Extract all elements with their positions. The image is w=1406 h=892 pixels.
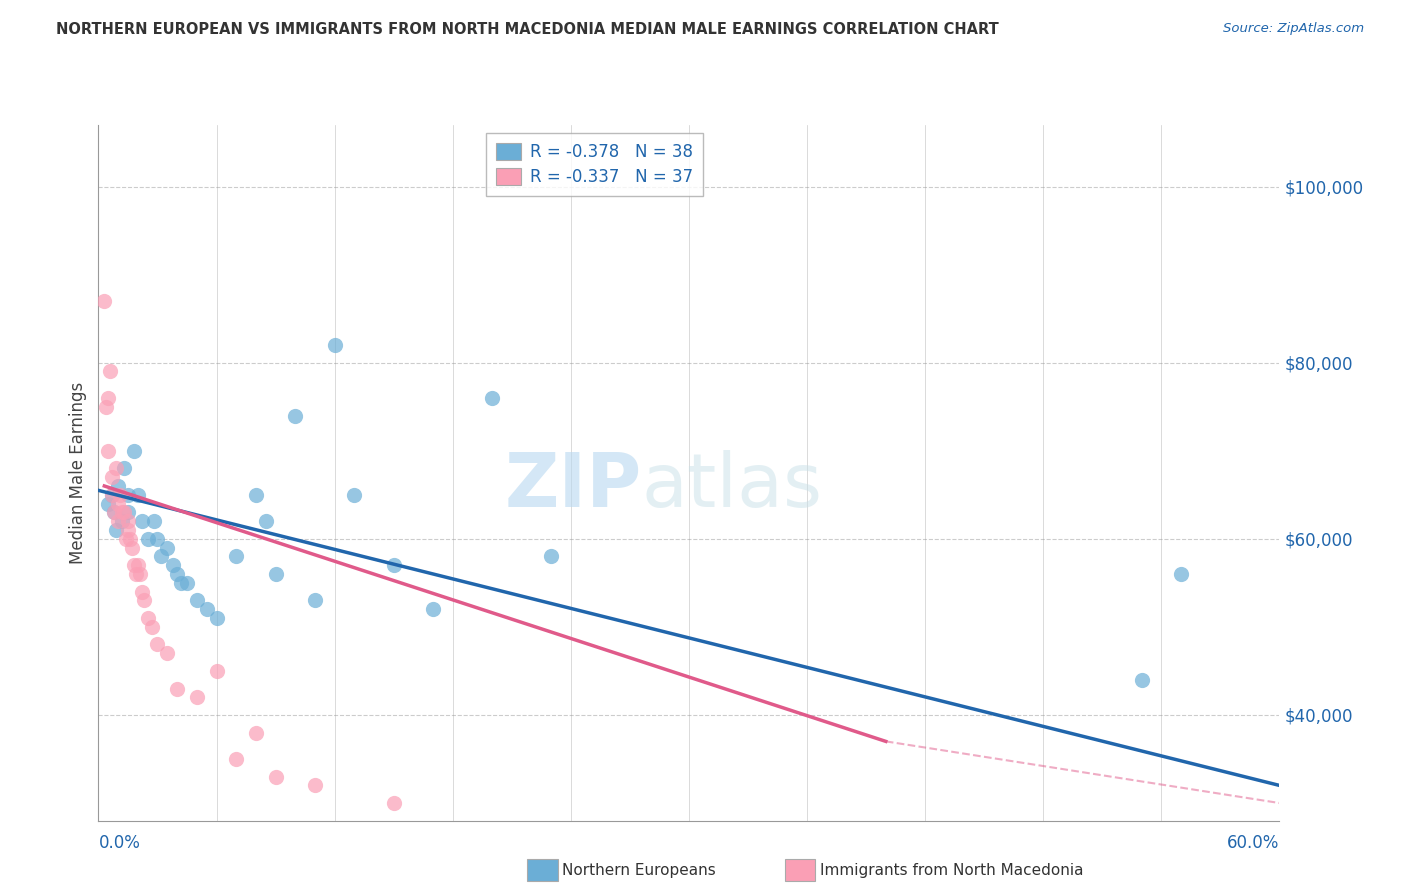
Point bbox=[97, 391, 120, 405]
Point bbox=[122, 558, 145, 573]
Point bbox=[107, 514, 129, 528]
Point bbox=[117, 488, 139, 502]
Point bbox=[245, 725, 267, 739]
Point bbox=[103, 505, 125, 519]
Point bbox=[284, 409, 307, 423]
Point bbox=[225, 752, 247, 766]
Point bbox=[131, 584, 153, 599]
Point bbox=[117, 514, 139, 528]
Point bbox=[422, 602, 444, 616]
Point bbox=[118, 532, 141, 546]
Point bbox=[101, 470, 124, 484]
Point bbox=[166, 567, 188, 582]
Point bbox=[146, 638, 169, 652]
Point bbox=[142, 514, 165, 528]
Point bbox=[117, 505, 139, 519]
Text: atlas: atlas bbox=[641, 450, 823, 524]
Point bbox=[128, 567, 150, 582]
Point bbox=[125, 567, 148, 582]
Y-axis label: Median Male Earnings: Median Male Earnings bbox=[69, 382, 87, 564]
Point bbox=[107, 479, 129, 493]
Point bbox=[98, 364, 121, 378]
Point bbox=[254, 514, 277, 528]
Point bbox=[186, 690, 208, 705]
Point bbox=[127, 488, 149, 502]
Point bbox=[146, 532, 169, 546]
Point bbox=[108, 488, 131, 502]
Point bbox=[481, 391, 503, 405]
Point bbox=[111, 505, 134, 519]
Point bbox=[103, 505, 125, 519]
Point bbox=[156, 541, 179, 555]
Point bbox=[343, 488, 366, 502]
Point bbox=[107, 497, 129, 511]
Point bbox=[205, 664, 228, 678]
Point bbox=[111, 514, 134, 528]
Text: NORTHERN EUROPEAN VS IMMIGRANTS FROM NORTH MACEDONIA MEDIAN MALE EARNINGS CORREL: NORTHERN EUROPEAN VS IMMIGRANTS FROM NOR… bbox=[56, 22, 1000, 37]
Point bbox=[195, 602, 218, 616]
Point bbox=[245, 488, 267, 502]
Point bbox=[112, 505, 135, 519]
Text: Immigrants from North Macedonia: Immigrants from North Macedonia bbox=[820, 863, 1083, 878]
Point bbox=[162, 558, 184, 573]
Point bbox=[264, 770, 287, 784]
Point bbox=[132, 593, 155, 607]
Point bbox=[156, 646, 179, 660]
Point bbox=[141, 620, 163, 634]
Point bbox=[115, 532, 138, 546]
Point bbox=[1170, 567, 1192, 582]
Point bbox=[304, 593, 326, 607]
Point bbox=[186, 593, 208, 607]
Text: Source: ZipAtlas.com: Source: ZipAtlas.com bbox=[1223, 22, 1364, 36]
Point bbox=[101, 488, 124, 502]
Point bbox=[112, 461, 135, 475]
Point bbox=[1130, 673, 1153, 687]
Point bbox=[136, 532, 159, 546]
Point bbox=[150, 549, 173, 564]
Point bbox=[121, 541, 143, 555]
Text: ZIP: ZIP bbox=[505, 450, 641, 524]
Point bbox=[97, 443, 120, 458]
Point bbox=[97, 497, 120, 511]
Point bbox=[170, 575, 193, 590]
Text: Northern Europeans: Northern Europeans bbox=[562, 863, 716, 878]
Point bbox=[117, 523, 139, 537]
Point bbox=[101, 488, 124, 502]
Point bbox=[127, 558, 149, 573]
Point bbox=[136, 611, 159, 625]
Point bbox=[105, 523, 128, 537]
Point bbox=[96, 400, 118, 414]
Point bbox=[176, 575, 198, 590]
Point bbox=[304, 779, 326, 793]
Point bbox=[264, 567, 287, 582]
Text: 60.0%: 60.0% bbox=[1227, 834, 1279, 852]
Point bbox=[122, 443, 145, 458]
Point bbox=[131, 514, 153, 528]
Point bbox=[382, 796, 405, 810]
Point bbox=[323, 338, 346, 352]
Point bbox=[540, 549, 562, 564]
Point bbox=[205, 611, 228, 625]
Point bbox=[93, 293, 115, 308]
Legend: R = -0.378   N = 38, R = -0.337   N = 37: R = -0.378 N = 38, R = -0.337 N = 37 bbox=[486, 133, 703, 196]
Point bbox=[382, 558, 405, 573]
Point bbox=[105, 461, 128, 475]
Point bbox=[166, 681, 188, 696]
Text: 0.0%: 0.0% bbox=[98, 834, 141, 852]
Point bbox=[225, 549, 247, 564]
